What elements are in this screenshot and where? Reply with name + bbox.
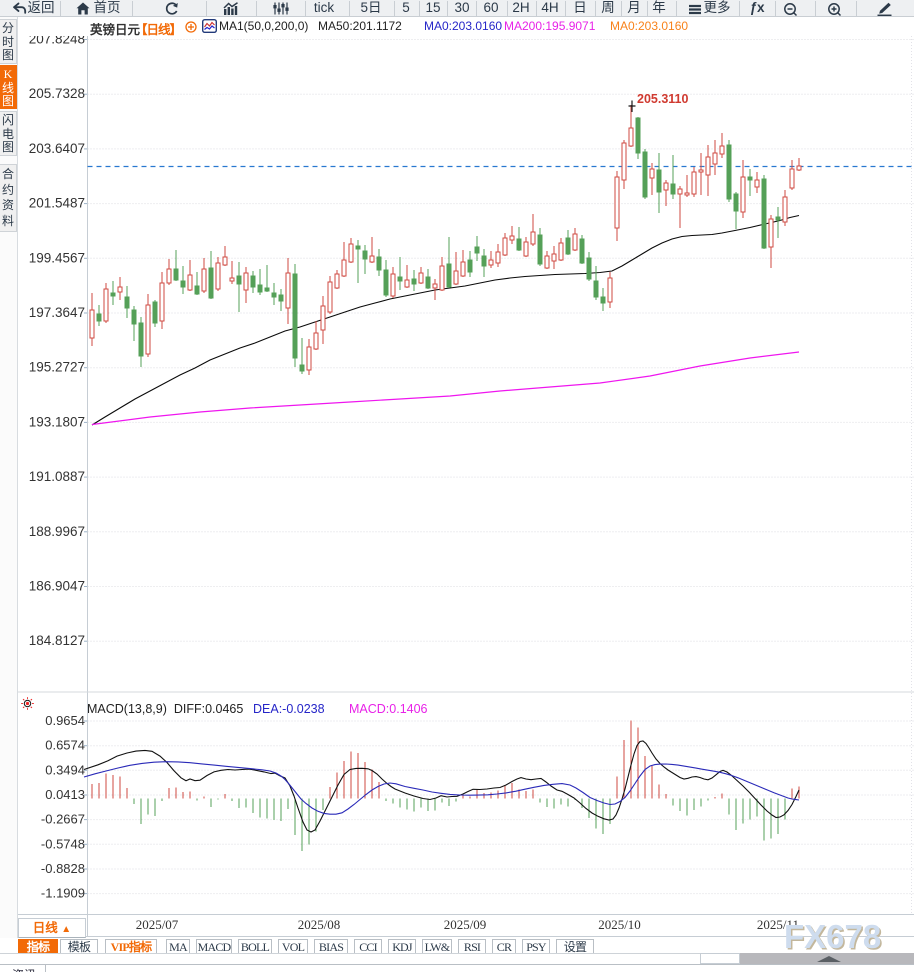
svg-text:195.2727: 195.2727	[29, 360, 85, 375]
svg-text:-0.8828: -0.8828	[41, 861, 85, 876]
svg-text:2025/08: 2025/08	[298, 917, 341, 932]
svg-text:MACD(13,8,9) DIFF:0.0465: MACD(13,8,9) DIFF:0.0465	[87, 702, 243, 716]
svg-text:2025/10: 2025/10	[598, 917, 641, 932]
svg-text:-0.2667: -0.2667	[41, 812, 85, 827]
svg-text:203.6407: 203.6407	[29, 141, 85, 156]
svg-text:197.3647: 197.3647	[29, 305, 85, 320]
svg-text:-0.5748: -0.5748	[41, 836, 85, 851]
svg-text:201.5487: 201.5487	[29, 196, 85, 211]
svg-text:205.7328: 205.7328	[29, 86, 85, 101]
svg-text:MACD:0.1406: MACD:0.1406	[349, 702, 428, 716]
svg-text:0.0413: 0.0413	[45, 787, 85, 802]
svg-text:0.3494: 0.3494	[45, 762, 85, 777]
svg-text:193.1807: 193.1807	[29, 414, 85, 429]
svg-text:2025/09: 2025/09	[444, 917, 487, 932]
svg-text:2025/11: 2025/11	[757, 917, 799, 932]
svg-text:DEA:-0.0238: DEA:-0.0238	[253, 702, 325, 716]
svg-text:184.8127: 184.8127	[29, 633, 85, 648]
svg-text:191.0887: 191.0887	[29, 469, 85, 484]
svg-text:-1.1909: -1.1909	[41, 886, 85, 901]
svg-text:186.9047: 186.9047	[29, 579, 85, 594]
svg-text:2025/07: 2025/07	[136, 917, 179, 932]
svg-text:0.6574: 0.6574	[45, 738, 85, 753]
svg-text:205.3110: 205.3110	[637, 92, 688, 106]
svg-text:188.9967: 188.9967	[29, 524, 85, 539]
svg-text:0.9654: 0.9654	[45, 713, 85, 728]
svg-text:199.4567: 199.4567	[29, 250, 85, 265]
